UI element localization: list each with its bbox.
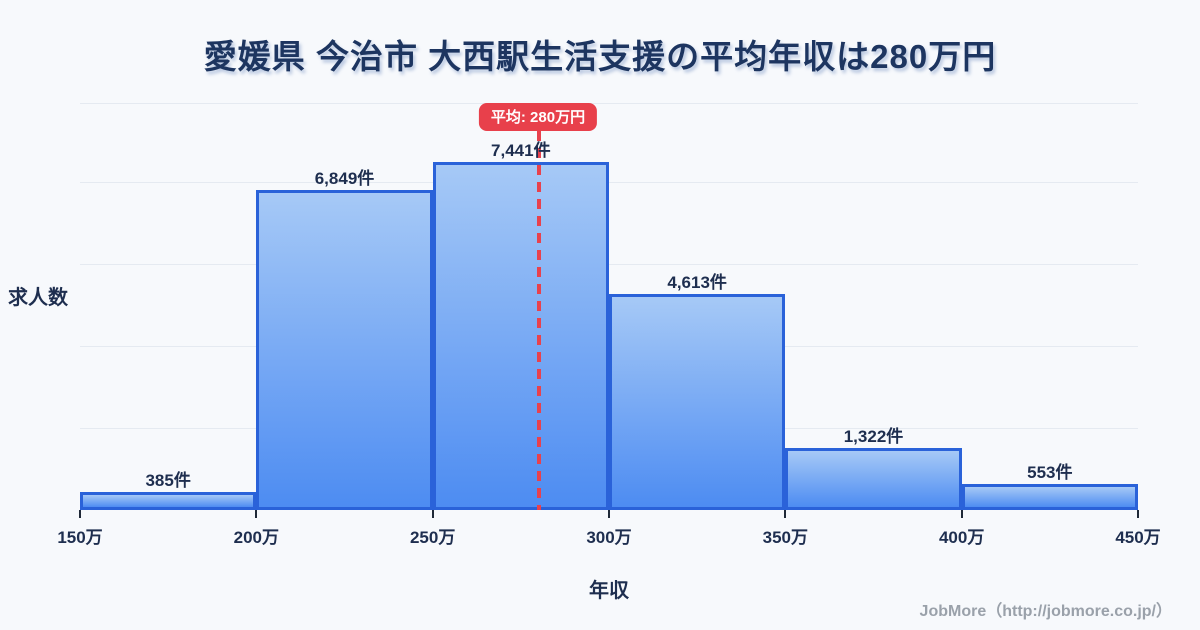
average-line [536, 131, 541, 510]
plot-area: 385件 6,849件 7,441件 4,613件 1,322件 553件 150万 200万… [57, 100, 1161, 547]
gridline [80, 264, 1138, 265]
x-tick-label: 250万 [409, 528, 456, 547]
axis-tick [784, 510, 787, 518]
x-tick-label: 200万 [233, 528, 280, 547]
average-badge: 平均: 280万円 [478, 103, 598, 131]
bar-value-label: 1,322件 [843, 427, 904, 446]
gridline [80, 103, 1138, 104]
axis-tick [960, 510, 963, 518]
bar-value-label: 4,613件 [667, 273, 727, 292]
axis-tick [1137, 510, 1139, 518]
footer-credit: JobMore（http://jobmore.co.jp/） [919, 603, 1172, 620]
y-axis-label: 求人数 [8, 287, 68, 309]
x-tick-label: 300万 [586, 528, 632, 547]
histogram-bar [961, 484, 1138, 510]
axis-tick [431, 510, 434, 518]
axis-tick [255, 510, 258, 518]
axis-tick [79, 510, 81, 518]
bar-value-label: 553件 [1027, 463, 1073, 482]
chart-title: 愛媛県 今治市 大西駅生活支援の平均年収は280万円 [203, 38, 997, 75]
gridline [80, 182, 1138, 183]
x-tick-label: 150万 [57, 528, 103, 547]
histogram-bar [256, 190, 433, 510]
axis-tick [608, 510, 610, 518]
histogram-bar [609, 294, 786, 510]
histogram-bar [785, 448, 962, 510]
bar-value-label: 7,441件 [491, 141, 551, 160]
histogram-bar [432, 162, 609, 510]
x-tick-label: 450万 [1115, 528, 1161, 547]
x-tick-label: 400万 [938, 528, 985, 547]
histogram-bar [80, 492, 257, 510]
bar-value-label: 6,849件 [314, 169, 375, 188]
x-tick-label: 350万 [762, 528, 809, 547]
bar-value-label: 385件 [145, 471, 191, 490]
x-axis-label: 年収 [589, 580, 629, 602]
